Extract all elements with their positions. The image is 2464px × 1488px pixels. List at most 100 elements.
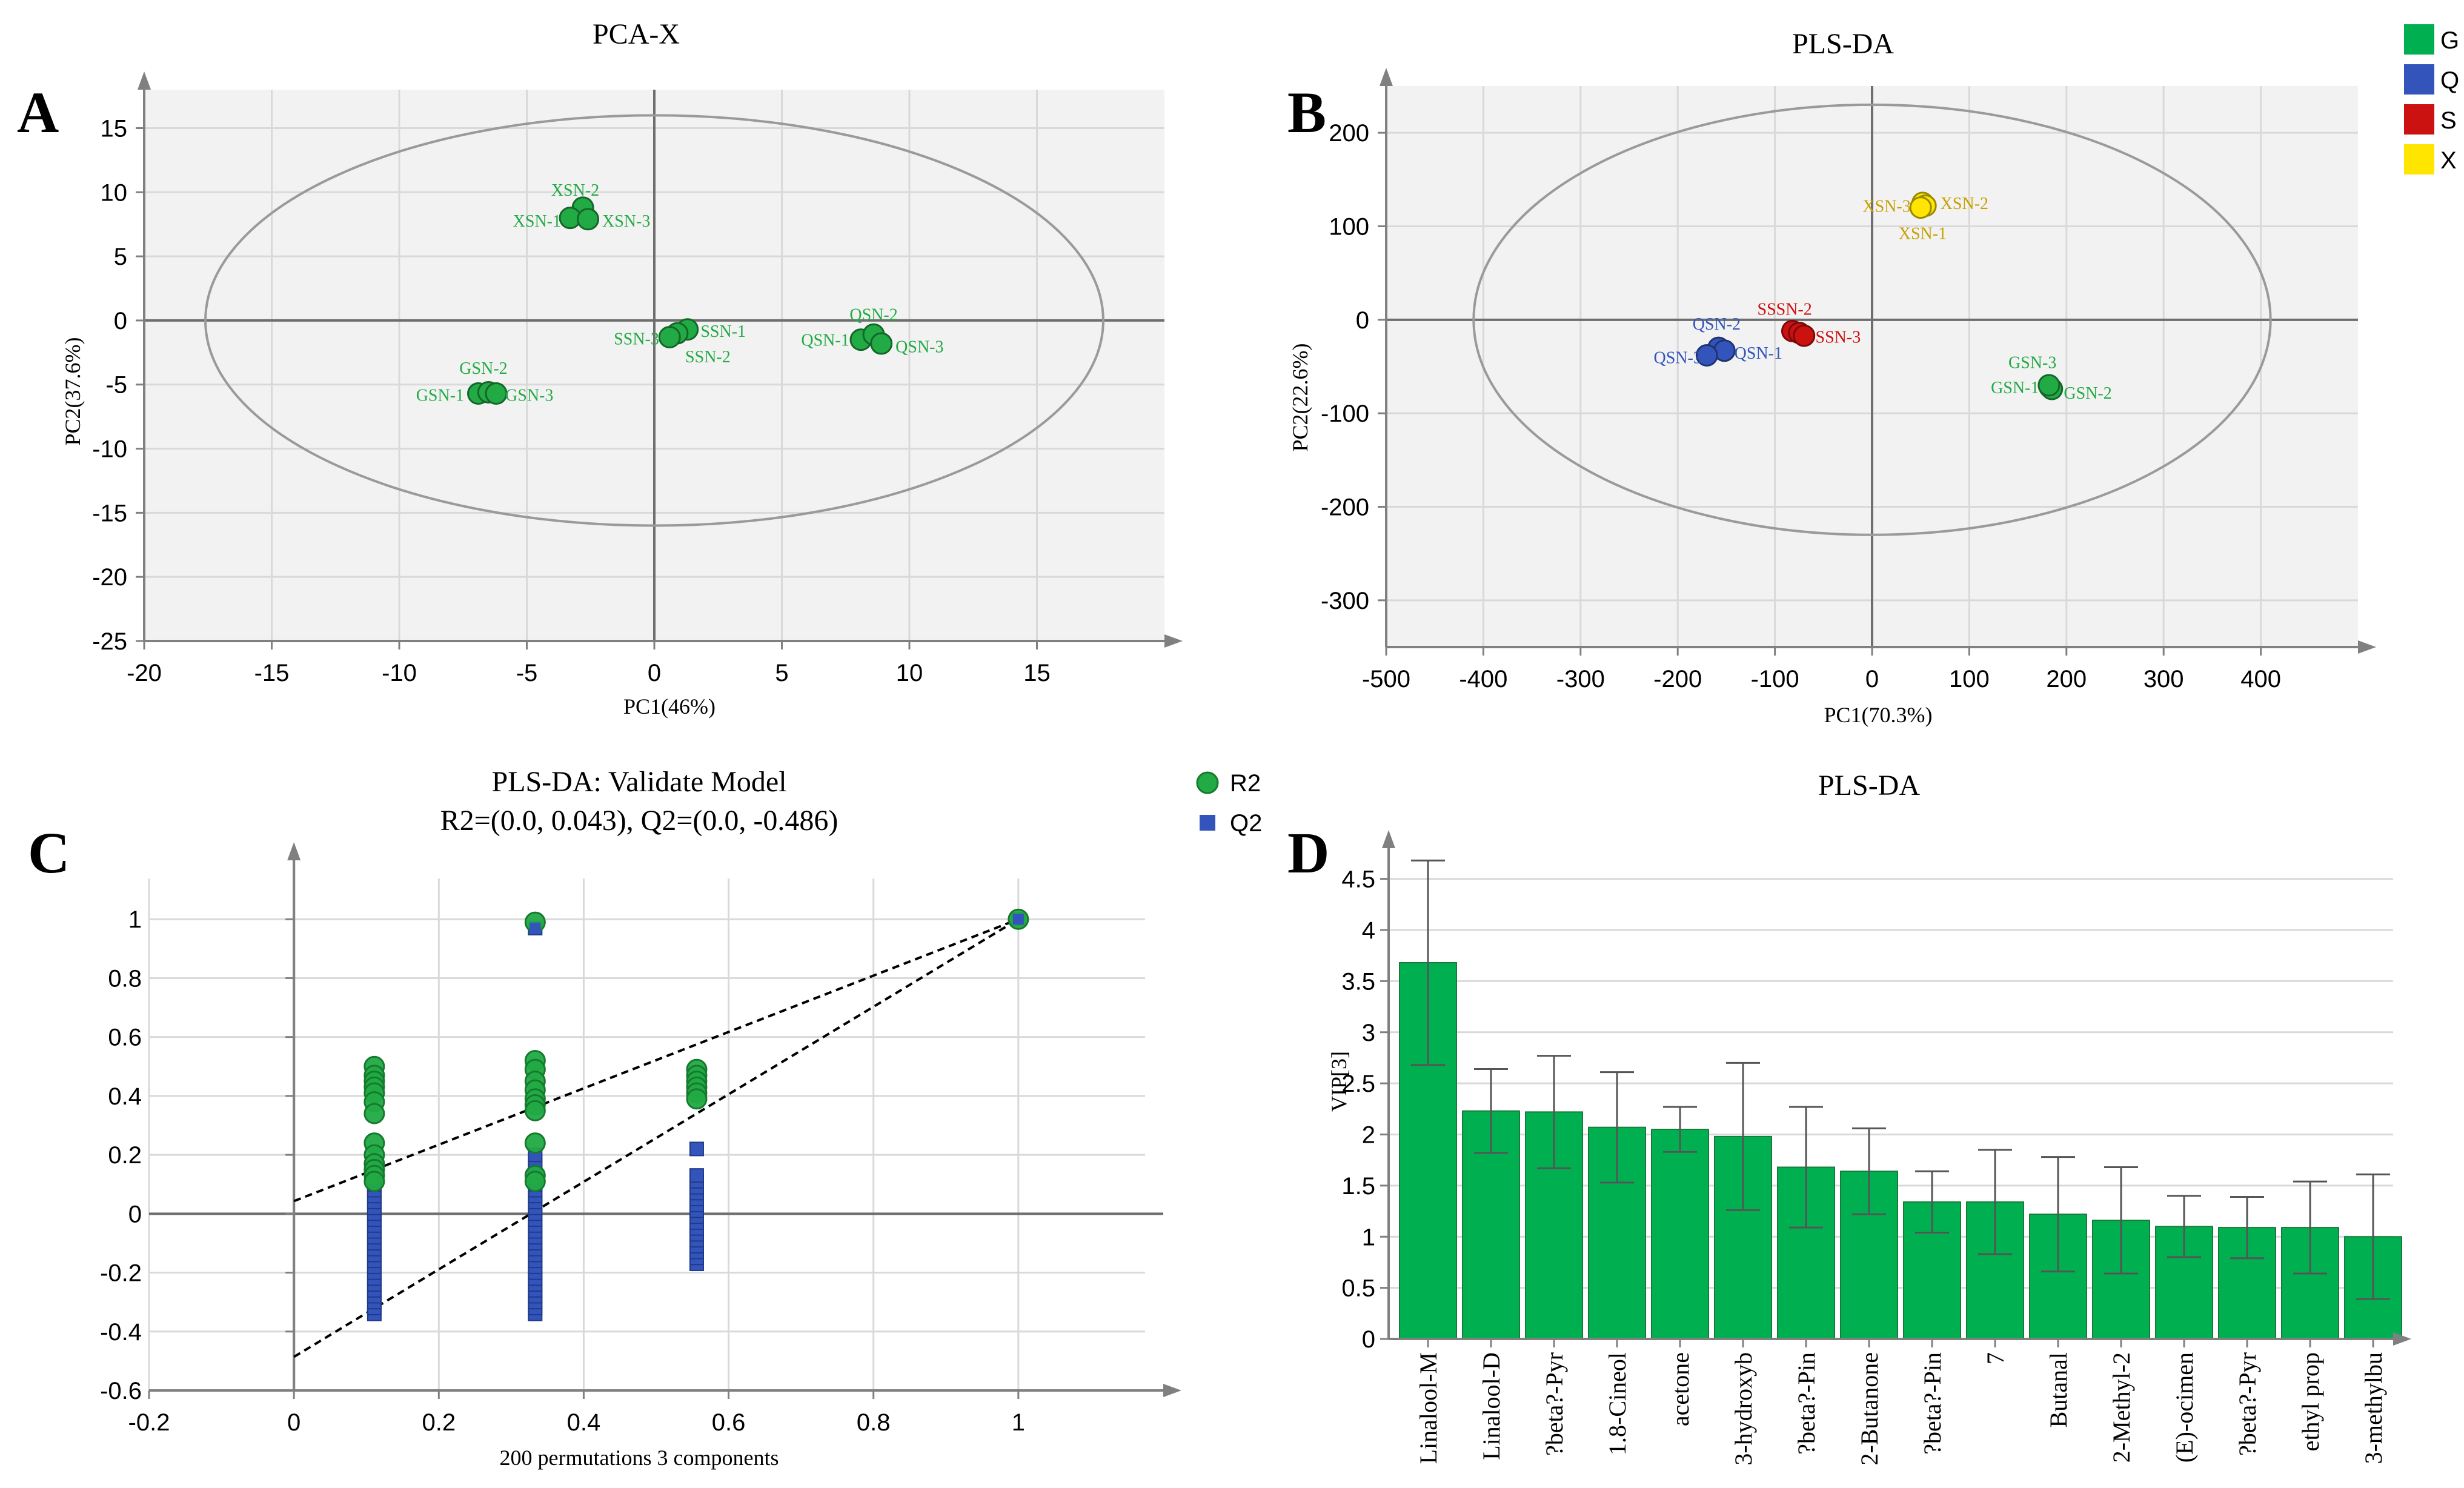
legend-r2-label: R2 [1230, 770, 1261, 797]
y-tick-label: 0 [128, 1201, 142, 1227]
y-tick-label: 0 [1362, 1326, 1375, 1353]
category-label: 1.8-Cineol [1604, 1352, 1631, 1455]
y-tick-label: 0 [114, 308, 127, 334]
x-tick-label: 400 [2240, 666, 2281, 693]
category-label: 3-hydroxyb [1730, 1352, 1757, 1466]
panel-b-title: PLS-DA [1792, 28, 1894, 60]
validate-legend: R2 Q2 [1196, 770, 1262, 837]
legend-q2-marker [1200, 815, 1215, 831]
y-tick-label: 100 [1329, 214, 1369, 241]
panel-a-plot-area: -20 -15 -10 -5 0 5 10 15-25-20-15-10-5051015XSN… [92, 71, 1183, 686]
category-label: 2-Methyl-2 [2108, 1352, 2135, 1463]
x-axis-arrowhead [2393, 1332, 2411, 1346]
x-tick-label: -300 [1556, 666, 1605, 693]
x-tick-label: 0.6 [712, 1409, 746, 1436]
sample-label: SSN-1 [700, 322, 746, 341]
r2-point [686, 1088, 708, 1110]
x-tick-label: -400 [1459, 666, 1507, 693]
panel-letter-b: B [1287, 80, 1326, 145]
sample-label: QSN-1 [801, 331, 849, 350]
y-tick-label: 0.5 [1341, 1275, 1375, 1302]
legend-label-s: S [2440, 107, 2457, 134]
r2-point [524, 1171, 546, 1192]
y-axis-arrowhead [287, 842, 301, 860]
y-tick-label: -200 [1321, 494, 1369, 521]
x-tick-label: 1 [1012, 1409, 1025, 1436]
panel-d-title: PLS-DA [1818, 769, 1920, 802]
legend-swatch-g [2404, 24, 2434, 55]
x-tick-label: -15 [254, 660, 290, 686]
y-tick-label: 2.5 [1341, 1071, 1375, 1097]
category-label: Linalool-D [1478, 1352, 1505, 1460]
x-axis-arrowhead [1163, 1384, 1181, 1397]
x-tick-label: 5 [775, 660, 788, 686]
sample-point [870, 332, 893, 355]
panel-a-xlabel: PC1(46%) [623, 694, 716, 719]
category-label: ?beta?-Pin [1919, 1352, 1946, 1455]
y-tick-label: -0.4 [100, 1319, 142, 1346]
sample-point [1695, 344, 1718, 367]
panel-d-plot-area: Linalool-M Linalool-D ?beta?-Pyr 1.8-Cineol… [1341, 830, 2411, 1466]
q2-point [689, 1168, 704, 1183]
category-label: 2-Butanone [1856, 1352, 1883, 1466]
x-tick-label: 0.8 [857, 1409, 891, 1436]
x-tick-label: 0 [1865, 666, 1879, 693]
category-label: 3-methylbu [2360, 1352, 2387, 1464]
vip-bar [1651, 1129, 1709, 1340]
y-tick-label: 1 [128, 906, 142, 933]
y-tick-label: 0.8 [108, 965, 142, 992]
x-tick-label: 0.4 [567, 1409, 601, 1436]
y-tick-label: 5 [114, 244, 127, 270]
y-tick-label: 0.6 [108, 1025, 142, 1051]
sample-point [485, 382, 508, 405]
panel-a-title: PCA-X [593, 18, 680, 50]
sample-point [1909, 196, 1932, 219]
group-legend: G Q S X [2404, 24, 2459, 174]
sample-label: QSN-3 [1654, 349, 1702, 368]
x-tick-label: 0 [287, 1409, 301, 1436]
y-tick-label: -15 [92, 500, 127, 526]
category-label: Linalool-M [1415, 1352, 1442, 1464]
y-tick-label: 1.5 [1341, 1173, 1375, 1200]
legend-label-g: G [2440, 27, 2459, 54]
sample-label: GSN-2 [2064, 384, 2111, 403]
x-tick-label: -500 [1362, 666, 1410, 693]
x-tick-label: 300 [2144, 666, 2184, 693]
panel-letter-a: A [17, 80, 59, 145]
y-axis-arrowhead [138, 71, 151, 90]
y-tick-label: 0.4 [108, 1083, 142, 1110]
category-label: Butanal [2045, 1352, 2072, 1427]
y-tick-label: -100 [1321, 400, 1369, 427]
y-tick-label: -0.6 [100, 1378, 142, 1404]
r2-point [364, 1103, 385, 1124]
panel-c-xlabel: 200 permutations 3 components [500, 1446, 779, 1470]
sample-label: XSN-3 [1862, 198, 1910, 216]
category-label: ?beta?-Pyr [2234, 1352, 2261, 1456]
legend-swatch-s [2404, 104, 2434, 135]
legend-swatch-q [2404, 64, 2434, 95]
legend-q2-label: Q2 [1230, 810, 1262, 837]
sample-point [577, 208, 600, 231]
panel-b-plot-area: -500 -400 -300 -200 -100 0 100 200 300 400 -300 -20… [1321, 68, 2376, 693]
sample-label: GSN-2 [459, 359, 507, 378]
x-tick-label: -200 [1653, 666, 1702, 693]
q2-point [689, 1141, 704, 1157]
sample-label: QSN-2 [1693, 315, 1741, 334]
panel-a-pca-x: A PCA-X PC1(46%) PC2(37.6%) -20 -15 -10 -5 0… [17, 18, 1183, 719]
sample-label: XSN-1 [513, 212, 561, 231]
confidence-ellipse [204, 114, 1104, 527]
sample-label: XSN-2 [551, 181, 599, 200]
x-axis-arrowhead [1164, 634, 1183, 648]
panel-a-ylabel: PC2(37.6%) [61, 337, 85, 446]
sample-label: GSN-3 [2008, 353, 2056, 372]
legend-label-x: X [2440, 147, 2457, 174]
panel-c-title: PLS-DA: Validate Model [491, 766, 786, 798]
y-tick-label: 10 [101, 179, 128, 206]
y-tick-label: 3 [1362, 1020, 1375, 1046]
x-tick-label: -10 [382, 660, 417, 686]
q2-point [530, 922, 541, 934]
x-tick-label: 0.2 [422, 1409, 456, 1436]
y-tick-label: 0.2 [108, 1142, 142, 1169]
sample-label: GSN-1 [416, 387, 464, 405]
